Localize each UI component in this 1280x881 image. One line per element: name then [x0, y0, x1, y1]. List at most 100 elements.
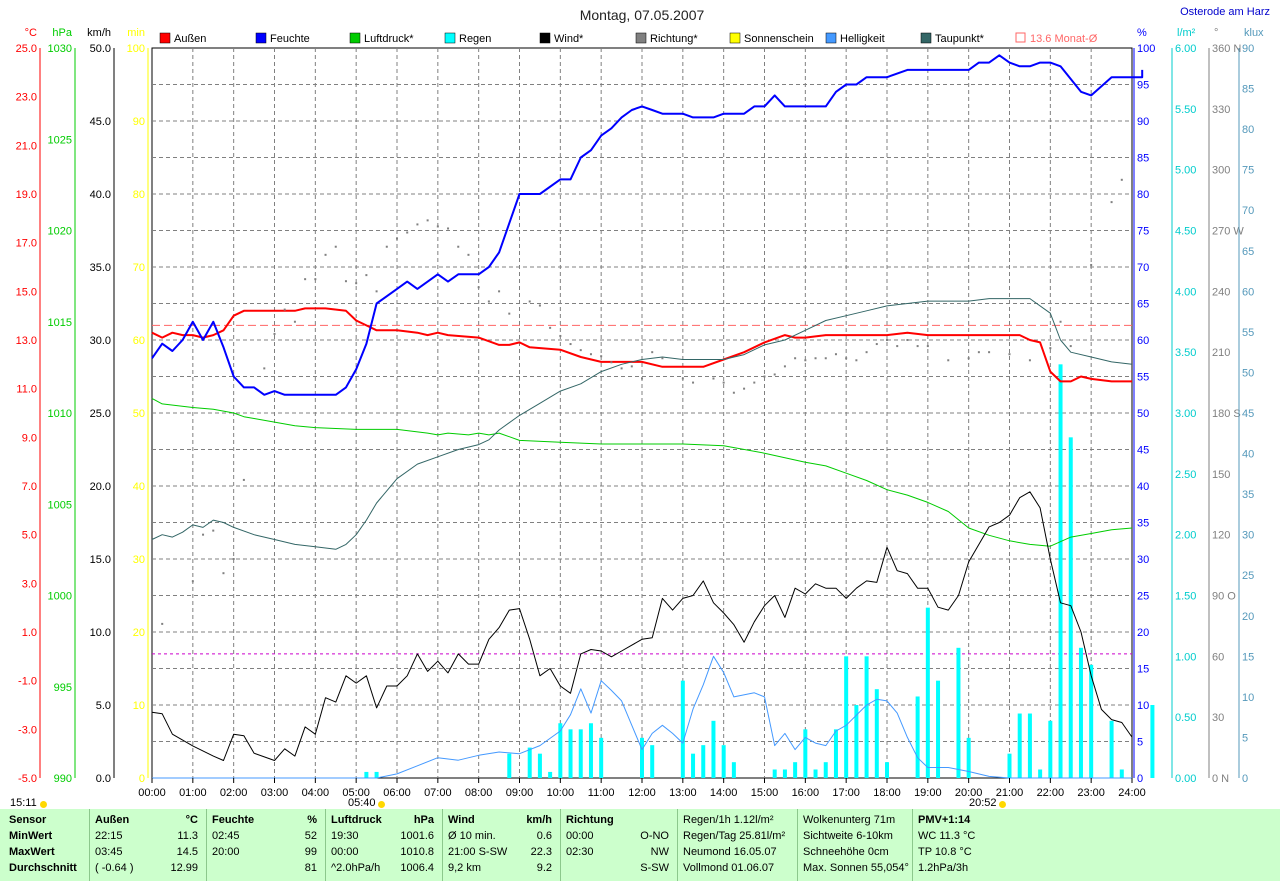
- legend-label: Luftdruck*: [364, 33, 414, 45]
- stats-col-wolken: Wolkenunterg 71m Sichtweite 6-10km Schne…: [797, 809, 912, 881]
- right-axis-tick: 4.00: [1175, 286, 1196, 298]
- wind-unit: km/h: [526, 814, 552, 826]
- direction-point: [834, 353, 837, 356]
- right-axis-tick: 75: [1242, 165, 1254, 177]
- legend-item: Richtung*: [635, 32, 698, 45]
- sunset-icon: [999, 801, 1006, 808]
- sunset-label: 20:52: [969, 797, 997, 809]
- right-axis-tick: 4.50: [1175, 226, 1196, 238]
- aussen-max-time: 03:45: [95, 846, 123, 858]
- time-left-label: 15:11: [10, 797, 37, 809]
- right-axis-tick: 90 O: [1212, 591, 1236, 603]
- left-axis-tick: 100: [127, 43, 145, 55]
- right-axis-tick: 6.00: [1175, 43, 1196, 55]
- right-axis-tick: 30: [1242, 530, 1254, 542]
- right-axis-tick: 3.50: [1175, 347, 1196, 359]
- location-label: Osterode am Harz: [1180, 6, 1270, 18]
- direction-point: [263, 367, 266, 370]
- feuchte-min-time: 02:45: [212, 830, 240, 842]
- right-axis-tick: 80: [1137, 189, 1149, 201]
- x-tick-label: 05:00: [342, 787, 370, 799]
- x-tick-label: 02:00: [220, 787, 248, 799]
- x-tick-label: 20:00: [955, 787, 983, 799]
- direction-point: [304, 278, 307, 281]
- rain-bar: [711, 720, 716, 778]
- left-axis-unit: min: [127, 27, 145, 39]
- legend-label: Regen: [459, 33, 491, 45]
- right-axis-tick: 45: [1242, 408, 1254, 420]
- wind-min-value: 0.6: [536, 830, 552, 842]
- rain-bar: [558, 723, 563, 778]
- right-axis-tick: 40: [1242, 449, 1254, 461]
- right-axis-tick: 35: [1242, 489, 1254, 501]
- direction-point: [191, 580, 194, 583]
- wind-max-value: 22.3: [530, 846, 552, 858]
- legend-item: Feuchte: [255, 32, 310, 45]
- direction-point: [426, 219, 429, 222]
- aussen-unit: °C: [185, 814, 198, 826]
- series-line-helligkeit: [152, 655, 1132, 779]
- right-axis-tick: 10: [1137, 700, 1149, 712]
- direction-point: [773, 373, 776, 376]
- richtung-max-value: NW: [650, 846, 669, 858]
- rain-bar: [1078, 647, 1083, 778]
- rain-bar: [527, 747, 532, 778]
- legend-label: Richtung*: [650, 33, 698, 45]
- direction-point: [1090, 263, 1093, 266]
- rain-bar: [364, 771, 369, 778]
- rain-bar: [548, 771, 553, 778]
- direction-point: [344, 280, 347, 283]
- rain-bar: [803, 729, 808, 778]
- rain-bar: [537, 753, 542, 778]
- right-axis-unit: klux: [1244, 27, 1264, 39]
- right-axis-tick: 60: [1137, 335, 1149, 347]
- right-axis-tick: 360 N: [1212, 43, 1241, 55]
- direction-point: [559, 334, 562, 337]
- right-axis-tick: 0 N: [1212, 773, 1229, 785]
- right-axis-tick: 150: [1212, 469, 1230, 481]
- direction-point: [324, 253, 327, 256]
- x-tick-label: 13:00: [669, 787, 697, 799]
- legend-item: Sonnenschein: [729, 32, 814, 45]
- right-axis-tick: 55: [1242, 327, 1254, 339]
- direction-point: [1069, 345, 1072, 348]
- durchschnitt-label: Durchschnitt: [9, 862, 77, 874]
- right-axis-tick: 5: [1137, 737, 1143, 749]
- sichtweite: Sichtweite 6-10km: [803, 830, 893, 842]
- right-axis-tick: 1.50: [1175, 591, 1196, 603]
- rain-bar: [966, 737, 971, 778]
- direction-point: [988, 351, 991, 354]
- right-axis-tick: 5.50: [1175, 104, 1196, 116]
- direction-point: [1120, 178, 1123, 181]
- left-axis-tick: 60: [133, 335, 145, 347]
- legend-swatch: [825, 32, 837, 44]
- left-axis-unit: hPa: [52, 27, 72, 39]
- right-axis-tick: 0.00: [1175, 773, 1196, 785]
- direction-point: [538, 304, 541, 307]
- right-axis-tick: 90: [1137, 116, 1149, 128]
- left-axis-tick: -1.0: [18, 676, 37, 688]
- series-line-taupunkt: [151, 298, 1133, 550]
- stats-col-pmv: PMV+1:14 WC 11.3 °C TP 10.8 °C 1.2hPa/3h: [912, 809, 1002, 881]
- right-axis-unit: %: [1137, 27, 1147, 39]
- left-axis-tick: 0.0: [96, 773, 111, 785]
- series-line-auen: [151, 307, 1132, 383]
- direction-point: [661, 357, 664, 360]
- direction-point: [457, 245, 460, 248]
- rain-bar: [915, 696, 920, 778]
- windchill: WC 11.3 °C: [918, 830, 976, 842]
- right-axis-tick: 270 W: [1212, 226, 1244, 238]
- direction-point: [416, 223, 419, 226]
- luftdruck-header: Luftdruck: [331, 814, 382, 826]
- luftdruck-trend: ^2.0hPa/h: [331, 862, 381, 874]
- aussen-trend: ( -0.64 ): [95, 862, 134, 874]
- direction-point: [202, 533, 205, 536]
- right-axis-tick: 0: [1137, 773, 1143, 785]
- direction-point: [692, 381, 695, 384]
- legend-swatch: [255, 32, 267, 44]
- right-axis-tick: 30: [1212, 712, 1224, 724]
- direction-point: [365, 274, 368, 277]
- feuchte-avg-value: 81: [304, 862, 317, 874]
- left-axis-tick: 25.0: [16, 43, 37, 55]
- direction-point: [314, 278, 317, 281]
